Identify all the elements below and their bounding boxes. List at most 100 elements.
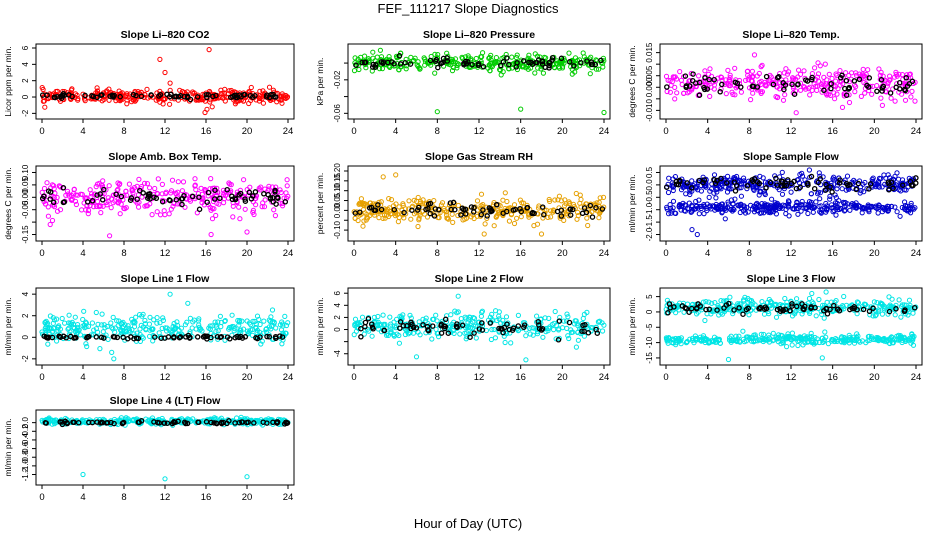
data-point-black xyxy=(498,325,504,332)
data-point-black xyxy=(821,87,827,94)
data-point-black xyxy=(475,62,482,69)
data-point xyxy=(667,78,673,84)
y-tick-label: -4 xyxy=(333,350,342,358)
data-point xyxy=(797,71,804,78)
data-point xyxy=(493,55,499,61)
data-point xyxy=(696,73,702,79)
data-point xyxy=(745,295,751,302)
data-point xyxy=(742,210,749,216)
outlier-point xyxy=(111,356,117,362)
data-point xyxy=(411,211,417,217)
data-point-black xyxy=(702,75,708,81)
data-point-black xyxy=(809,76,815,83)
data-point xyxy=(411,197,417,203)
data-point xyxy=(451,330,457,336)
data-point-black xyxy=(770,81,777,88)
data-point xyxy=(773,314,780,320)
data-point xyxy=(706,339,712,345)
data-point-black xyxy=(204,333,211,339)
data-point xyxy=(841,306,847,312)
data-point xyxy=(853,72,860,79)
data-point xyxy=(596,66,602,72)
data-point xyxy=(827,193,833,199)
data-point-black xyxy=(429,323,436,329)
data-point-black xyxy=(724,180,730,186)
x-tick-label: 20 xyxy=(242,372,253,383)
data-point xyxy=(747,74,753,80)
data-point-black xyxy=(212,196,218,202)
data-point xyxy=(808,191,814,197)
outlier-point xyxy=(694,231,700,238)
data-point xyxy=(718,298,724,304)
data-point xyxy=(70,324,77,331)
data-point-black xyxy=(157,91,164,98)
data-point-black xyxy=(480,63,487,70)
data-point xyxy=(876,338,882,344)
data-point-black xyxy=(556,318,563,324)
data-point xyxy=(752,302,758,308)
data-point-black xyxy=(153,195,160,202)
y-tick-label: -0.4 xyxy=(21,432,30,446)
data-point-black xyxy=(866,186,872,192)
data-point-black xyxy=(252,93,258,99)
data-point xyxy=(228,182,234,188)
data-point xyxy=(93,309,99,316)
data-point xyxy=(794,296,800,302)
data-point xyxy=(470,315,476,321)
data-point xyxy=(879,102,886,109)
data-point xyxy=(841,93,847,99)
data-point xyxy=(491,223,497,229)
data-point xyxy=(713,205,719,211)
data-point xyxy=(356,201,362,207)
data-point-black xyxy=(134,196,140,202)
x-tick-label: 8 xyxy=(747,372,752,383)
data-point xyxy=(896,176,902,182)
x-tick-label: 20 xyxy=(557,372,568,383)
data-point-black xyxy=(242,196,248,202)
data-point xyxy=(702,317,708,324)
data-point xyxy=(110,314,116,320)
data-point-black xyxy=(805,180,811,187)
data-point xyxy=(876,204,882,211)
data-point xyxy=(54,338,60,344)
data-point xyxy=(834,205,840,211)
data-point xyxy=(863,340,869,346)
data-point xyxy=(711,190,717,196)
data-point xyxy=(251,211,257,218)
data-point xyxy=(157,212,164,218)
data-point xyxy=(751,338,757,344)
data-point-black xyxy=(370,326,376,332)
data-point xyxy=(92,419,98,425)
data-point xyxy=(810,209,816,215)
data-point xyxy=(787,335,793,341)
data-point xyxy=(710,339,716,345)
data-point-black xyxy=(793,303,800,310)
data-point xyxy=(744,68,751,75)
data-point-black xyxy=(450,199,457,206)
data-point xyxy=(62,320,68,326)
data-point xyxy=(691,206,697,212)
data-point xyxy=(834,338,840,344)
data-point xyxy=(793,203,799,209)
data-point-black xyxy=(462,58,469,65)
data-point xyxy=(396,67,402,73)
y-tick-label: -15 xyxy=(645,352,654,364)
x-tick-label: 0 xyxy=(39,126,44,137)
data-point xyxy=(584,215,590,221)
data-point xyxy=(157,320,163,326)
panel-title: Slope Line 2 Flow xyxy=(435,273,525,285)
data-point xyxy=(488,60,494,67)
data-point xyxy=(873,184,879,190)
x-tick-label: 4 xyxy=(393,248,398,259)
data-point-black xyxy=(217,195,223,202)
data-point xyxy=(875,183,881,189)
data-point xyxy=(436,334,442,340)
data-point-black xyxy=(521,322,528,328)
data-point xyxy=(100,178,106,184)
data-point xyxy=(823,200,829,207)
data-point xyxy=(260,100,266,106)
data-point-black xyxy=(777,305,783,312)
y-tick-label: -1.0 xyxy=(21,458,30,472)
data-point-black xyxy=(780,80,786,86)
